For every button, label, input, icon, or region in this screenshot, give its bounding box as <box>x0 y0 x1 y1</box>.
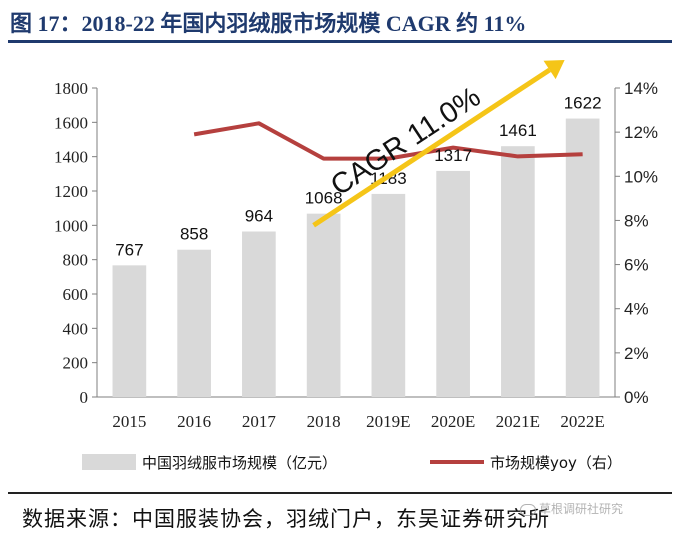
bar-data-label: 964 <box>245 207 273 226</box>
legend-line-label: 市场规模yoy（右） <box>490 454 622 472</box>
x-tick-label: 2020E <box>431 412 475 431</box>
left-tick-label: 1800 <box>54 79 88 98</box>
x-tick-label: 2019E <box>366 412 410 431</box>
bars-layer <box>112 118 600 397</box>
left-tick-label: 600 <box>63 285 89 304</box>
right-tick-label: 6% <box>624 256 649 275</box>
left-tick-label: 1000 <box>54 216 88 235</box>
right-tick-label: 2% <box>624 344 649 363</box>
right-tick-label: 0% <box>624 388 649 407</box>
bar <box>371 193 406 397</box>
wechat-icon <box>520 503 536 516</box>
watermark-text: 草根调研社研究 <box>539 502 624 516</box>
right-tick-label: 12% <box>624 123 658 142</box>
title-divider <box>8 40 672 43</box>
x-tick-label: 2022E <box>560 412 604 431</box>
x-tick-label: 2021E <box>496 412 540 431</box>
legend-layer: 中国羽绒服市场规模（亿元） 市场规模yoy（右） <box>82 454 622 472</box>
left-tick-label: 1200 <box>54 182 88 201</box>
bar-data-label: 858 <box>180 225 208 244</box>
left-tick-label: 800 <box>63 251 89 270</box>
bar <box>177 249 211 397</box>
left-tick-label: 1400 <box>54 148 88 167</box>
bar-data-label: 1461 <box>499 121 537 140</box>
bar-data-label: 1317 <box>434 146 472 165</box>
x-tick-label: 2016 <box>177 412 211 431</box>
axes-layer: 0 200 400 600 800 1000 1200 1400 1600 1800 0% 2% 4% 6… <box>54 79 658 431</box>
bar <box>306 213 341 397</box>
right-tick-label: 8% <box>624 211 649 230</box>
cagr-arrow-shaft <box>312 67 551 228</box>
right-tick-label: 10% <box>624 167 658 186</box>
bar <box>565 118 600 397</box>
x-tick-label: 2017 <box>242 412 277 431</box>
legend-bar-swatch <box>82 454 136 470</box>
source-note: 数据来源：中国服装协会，羽绒门户，东吴证券研究所 <box>22 507 550 531</box>
right-tick-label: 4% <box>624 300 649 319</box>
x-tick-label: 2018 <box>307 412 341 431</box>
bar <box>112 265 147 397</box>
chart-title: 图 17：2018-22 年国内羽绒服市场规模 CAGR 约 11% <box>10 11 527 36</box>
chart: 0 200 400 600 800 1000 1200 1400 1600 1800 0% 2% 4% 6… <box>54 60 658 472</box>
left-tick-label: 0 <box>80 388 89 407</box>
bar-data-label: 767 <box>115 240 143 259</box>
x-tick-label: 2015 <box>112 412 146 431</box>
bar <box>436 170 470 397</box>
left-tick-label: 200 <box>63 354 89 373</box>
bar <box>501 146 535 397</box>
left-tick-label: 1600 <box>54 113 88 132</box>
source-divider <box>8 492 672 494</box>
line-layer <box>193 121 583 161</box>
cagr-arrowhead <box>543 60 565 80</box>
bar-data-label: 1068 <box>305 189 343 208</box>
bar-data-label: 1622 <box>564 94 602 113</box>
watermark: 草根调研社研究 <box>520 500 623 517</box>
right-tick-label: 14% <box>624 79 658 98</box>
bar <box>242 231 276 397</box>
legend-bar-label: 中国羽绒服市场规模（亿元） <box>142 454 337 472</box>
left-tick-label: 400 <box>63 319 89 338</box>
